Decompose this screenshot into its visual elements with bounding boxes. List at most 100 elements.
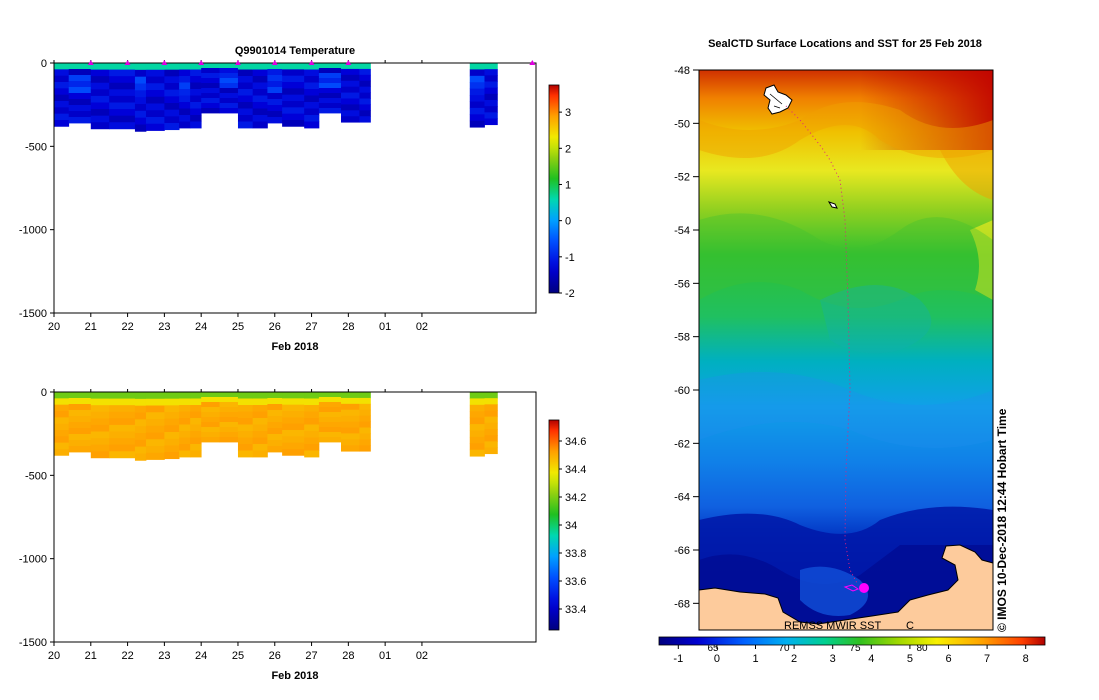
profile-cell bbox=[134, 439, 147, 448]
lat-tick-label: -58 bbox=[674, 332, 690, 344]
profile-cell bbox=[484, 404, 498, 411]
lat-tick-label: -62 bbox=[674, 438, 690, 450]
salinity-colorbar: 34.6 34.4 34.2 34 33.8 33.6 33.4 bbox=[548, 419, 586, 631]
profile-cell bbox=[304, 82, 320, 90]
profile-cell bbox=[179, 431, 191, 438]
profile-cell bbox=[68, 398, 92, 405]
profile-cell bbox=[340, 433, 360, 440]
profile-cell bbox=[201, 98, 220, 104]
lat-tick-label: -66 bbox=[674, 545, 690, 557]
profile-cell bbox=[469, 449, 485, 457]
profile-cell bbox=[109, 89, 136, 97]
sst-colorbar-tick-label: 4 bbox=[868, 653, 874, 665]
profile-cell bbox=[469, 404, 485, 412]
profile-cell bbox=[190, 121, 202, 129]
profile-column bbox=[164, 392, 180, 460]
profile-cell bbox=[201, 392, 220, 398]
profile-cell bbox=[90, 69, 110, 77]
profile-cell bbox=[484, 81, 498, 89]
profile-cell bbox=[54, 120, 70, 127]
profile-cell bbox=[68, 63, 92, 70]
profile-cell bbox=[90, 95, 110, 103]
profile-cell bbox=[484, 441, 498, 448]
profile-cell bbox=[252, 418, 268, 425]
profile-cell bbox=[340, 74, 360, 82]
profile-cell bbox=[469, 95, 485, 102]
temperature-xlabel: Feb 2018 bbox=[271, 341, 318, 353]
profile-cell bbox=[318, 427, 342, 433]
profile-cell bbox=[237, 121, 254, 129]
profile-cell bbox=[90, 398, 110, 406]
profile-cell bbox=[219, 417, 239, 423]
y-tick-label: -1000 bbox=[19, 554, 47, 566]
profile-cell bbox=[237, 392, 254, 399]
temperature-title: Q9901014 Temperature bbox=[235, 45, 355, 57]
profile-cell bbox=[109, 82, 136, 90]
map-title: SealCTD Surface Locations and SST for 25… bbox=[708, 38, 982, 50]
profile-cell bbox=[145, 398, 165, 406]
profile-cell bbox=[282, 449, 305, 456]
profile-cell bbox=[359, 415, 371, 422]
plot-frame bbox=[53, 391, 537, 643]
profile-cell bbox=[90, 89, 110, 97]
profile-cell bbox=[304, 450, 320, 458]
profile-cell bbox=[219, 432, 239, 438]
profile-cell bbox=[237, 411, 254, 419]
profile-cell bbox=[484, 447, 498, 455]
profile-column bbox=[179, 392, 191, 458]
profile-cell bbox=[359, 392, 371, 399]
profile-cell bbox=[237, 115, 254, 122]
plot-frame bbox=[53, 62, 537, 314]
profile-cell bbox=[267, 404, 283, 411]
profile-cell bbox=[190, 102, 202, 109]
map-longitude-labels: 65 70 75 80 bbox=[707, 643, 928, 654]
profile-cell bbox=[304, 115, 320, 122]
profile-cell bbox=[219, 83, 239, 89]
profile-cell bbox=[164, 452, 180, 460]
profile-cell bbox=[219, 98, 239, 104]
profile-cell bbox=[318, 392, 342, 398]
profile-column bbox=[134, 392, 147, 461]
sst-colorbar-tick-label: -1 bbox=[673, 653, 683, 665]
profile-cell bbox=[90, 405, 110, 413]
profile-cell bbox=[318, 78, 342, 84]
profile-marker bbox=[124, 60, 131, 65]
profile-cell bbox=[252, 108, 268, 116]
profile-cell bbox=[134, 110, 147, 119]
profile-column bbox=[190, 63, 202, 129]
profile-cell bbox=[484, 410, 498, 418]
y-tick-label: -1500 bbox=[19, 637, 47, 649]
profile-cell bbox=[145, 439, 165, 447]
profile-cell bbox=[318, 407, 342, 413]
profile-cell bbox=[190, 63, 202, 70]
colorbar-tick-label: -1 bbox=[565, 252, 575, 264]
profile-cell bbox=[109, 405, 136, 413]
profile-cell bbox=[237, 431, 254, 438]
profile-cell bbox=[164, 83, 180, 91]
profile-cell bbox=[252, 69, 268, 77]
profile-cell bbox=[109, 424, 136, 432]
x-tick-label: 20 bbox=[48, 321, 60, 333]
profile-cell bbox=[282, 88, 305, 96]
profile-cell bbox=[267, 117, 283, 124]
profile-cell bbox=[190, 437, 202, 445]
profile-cell bbox=[304, 398, 320, 406]
profile-cell bbox=[134, 90, 147, 98]
profile-cell bbox=[359, 104, 371, 111]
profile-cell bbox=[359, 68, 371, 76]
profile-cell bbox=[318, 63, 342, 69]
profile-column bbox=[318, 63, 342, 114]
profile-cell bbox=[237, 82, 254, 90]
profile-cell bbox=[90, 431, 110, 439]
profile-cell bbox=[484, 398, 498, 405]
profile-cell bbox=[109, 115, 136, 123]
profile-column bbox=[190, 392, 202, 458]
profile-cell bbox=[340, 110, 360, 117]
profile-cell bbox=[219, 78, 239, 84]
profile-column bbox=[267, 63, 283, 124]
profile-cell bbox=[469, 63, 485, 70]
profile-cell bbox=[318, 432, 342, 438]
profile-column bbox=[484, 63, 498, 126]
